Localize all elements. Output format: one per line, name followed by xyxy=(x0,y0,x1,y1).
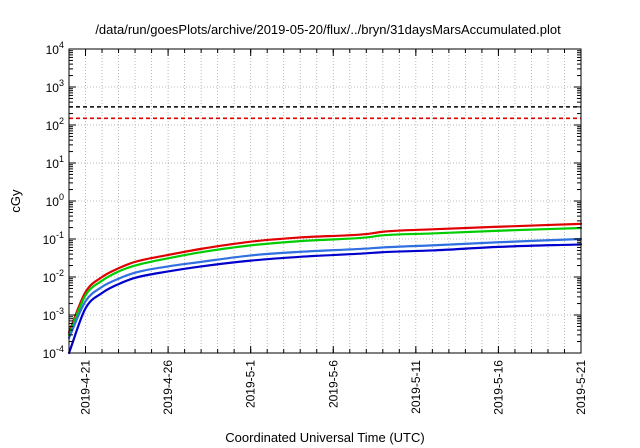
x-axis-label: Coordinated Universal Time (UTC) xyxy=(225,430,424,445)
series-line xyxy=(67,237,583,339)
y-tick-label: 101 xyxy=(46,154,64,171)
series-line xyxy=(67,226,583,336)
x-tick-label: 2019-5-16 xyxy=(491,360,505,415)
x-tick-label: 2019-4-21 xyxy=(79,360,93,415)
grid xyxy=(69,49,581,353)
y-tick-label: 10-1 xyxy=(43,230,64,247)
x-tick-label: 2019-4-26 xyxy=(161,360,175,415)
y-tick-label: 104 xyxy=(46,40,64,57)
y-axis: 10-4 10-3 10-2 10-1 100 101 102 103 104 xyxy=(43,40,581,361)
plot-series xyxy=(67,222,583,355)
x-tick-label: 2019-5-21 xyxy=(574,360,588,415)
reference-lines xyxy=(69,106,581,120)
y-tick-label: 10-2 xyxy=(43,268,64,285)
y-tick-label: 102 xyxy=(46,116,64,133)
series-line xyxy=(67,243,583,355)
y-tick-label: 10-4 xyxy=(43,344,64,361)
x-tick-label: 2019-5-1 xyxy=(244,360,258,408)
y-tick-label: 103 xyxy=(46,78,64,95)
series-line xyxy=(67,222,583,334)
y-tick-label: 10-3 xyxy=(43,306,64,323)
x-tick-label: 2019-5-6 xyxy=(326,360,340,408)
y-tick-label: 100 xyxy=(46,192,64,209)
chart-title: /data/run/goesPlots/archive/2019-05-20/f… xyxy=(95,22,561,37)
x-tick-label: 2019-5-11 xyxy=(409,360,423,414)
x-axis: 2019-4-21 2019-4-26 2019-5-1 2019-5-6 2019-5… xyxy=(79,49,588,415)
y-axis-label: cGy xyxy=(8,189,23,213)
